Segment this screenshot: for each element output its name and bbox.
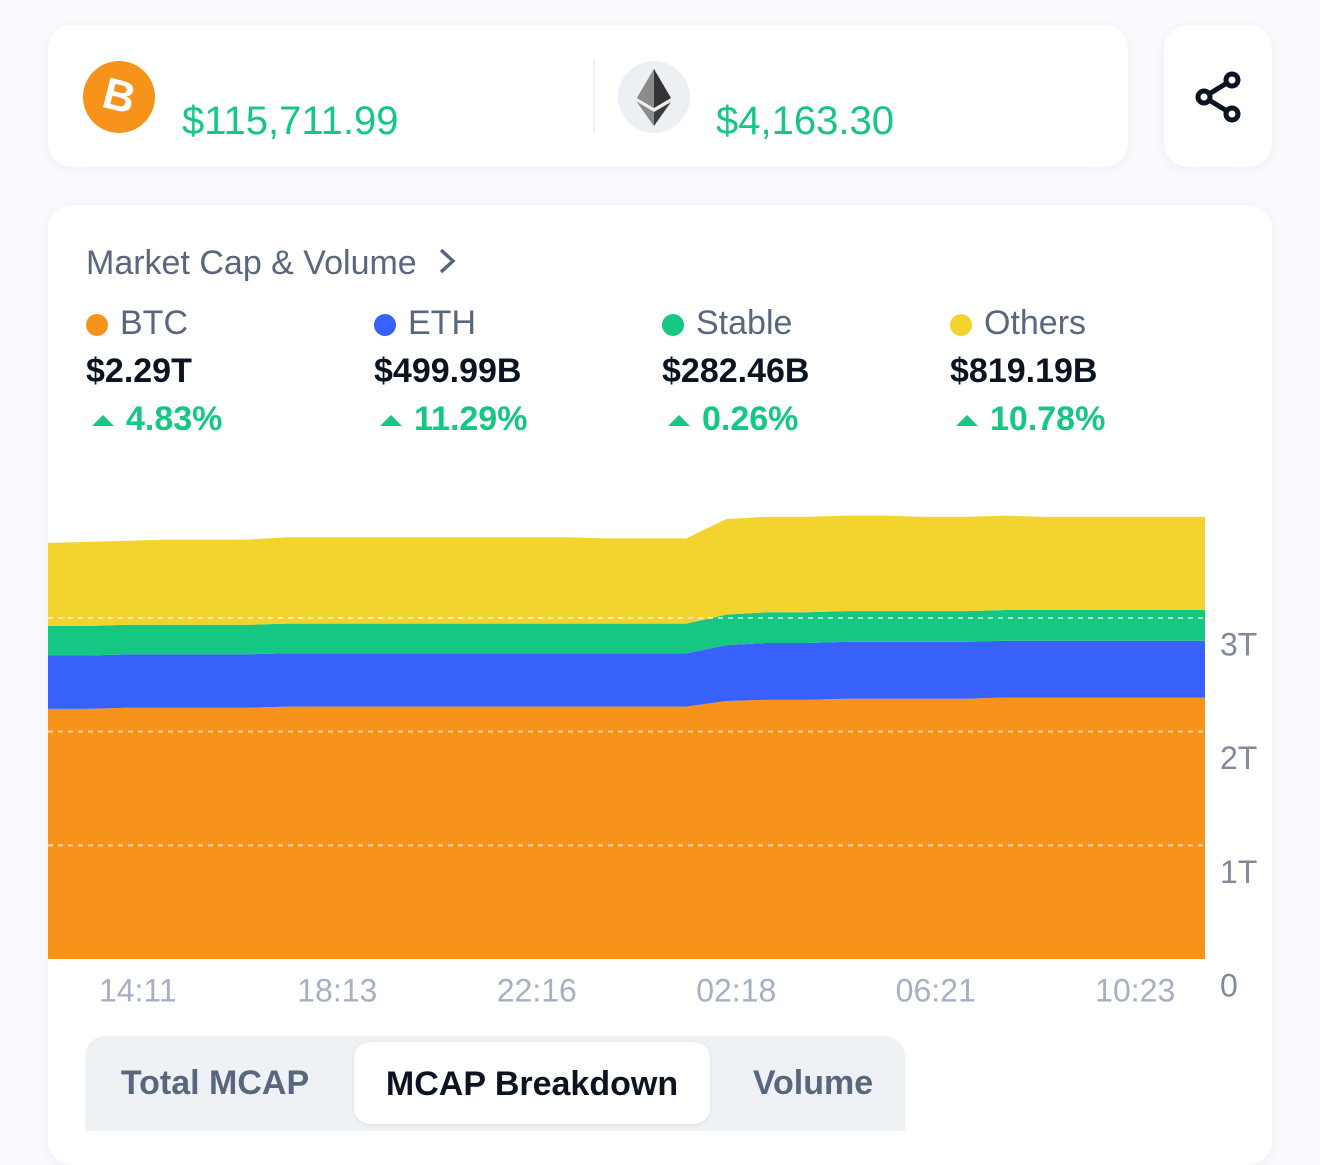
divider	[593, 60, 595, 132]
legend-change: 0.26%	[702, 400, 799, 438]
y-tick-label: 2T	[1220, 740, 1257, 776]
tab[interactable]: Volume	[752, 1064, 874, 1102]
eth-price: $4,163.30	[716, 99, 894, 143]
legend-value: $282.46B	[662, 352, 810, 390]
legend-change: 11.29%	[414, 400, 528, 438]
change-arrow	[380, 415, 402, 426]
chevron	[439, 248, 456, 274]
legend-name: ETH	[408, 304, 476, 342]
y-tick-label: 1T	[1220, 854, 1257, 890]
x-tick-label: 22:16	[497, 972, 577, 1008]
chart: CoinMarketCap01T2T3T14:1118:1322:1602:18…	[48, 515, 1257, 1008]
legend-dot	[662, 314, 684, 336]
area	[48, 640, 1205, 709]
tab-bar: Total MCAP MCAP Breakdown Volume	[85, 1036, 905, 1131]
x-tick-label: 18:13	[297, 972, 377, 1008]
legend-value: $499.99B	[374, 352, 522, 390]
tab[interactable]: Total MCAP	[120, 1064, 310, 1102]
btc-price: $115,711.99	[182, 99, 399, 143]
legend-change: 4.83%	[126, 400, 223, 438]
legend-name: Others	[984, 304, 1087, 342]
legend-dot	[374, 314, 396, 336]
legend-change: 10.78%	[990, 400, 1106, 438]
panel-title[interactable]: Market Cap & Volume	[86, 244, 463, 283]
x-tick-label: 06:21	[896, 972, 976, 1008]
legend-name: Stable	[696, 304, 793, 342]
share-button[interactable]	[1164, 25, 1272, 167]
legend-value: $819.19B	[950, 352, 1098, 390]
panel-title-text: Market Cap & Volume	[86, 244, 417, 282]
change-arrow	[92, 415, 114, 426]
area	[48, 697, 1205, 959]
area	[48, 610, 1205, 656]
y-tick-label: 0	[1220, 967, 1238, 1003]
btc-icon: B	[83, 61, 155, 133]
share-icon	[1195, 71, 1241, 123]
eth-icon	[618, 61, 690, 133]
legend-name: BTC	[120, 304, 188, 342]
legend-value: $2.29T	[86, 352, 192, 390]
tab-active[interactable]: MCAP Breakdown	[354, 1042, 710, 1124]
x-tick-label: 10:23	[1095, 972, 1175, 1008]
y-tick-label: 3T	[1220, 626, 1257, 662]
legend-dot	[950, 314, 972, 336]
change-arrow	[668, 415, 690, 426]
price-card: B $115,711.99 $4,163.30	[48, 25, 1128, 167]
page: B $115,711.99 $4,163.30 Market Cap & Vol…	[48, 25, 1272, 1131]
x-tick-label: 14:11	[99, 972, 177, 1008]
legend-dot	[86, 314, 108, 336]
area	[48, 515, 1205, 626]
x-tick-label: 02:18	[696, 972, 776, 1008]
change-arrow	[956, 415, 978, 426]
